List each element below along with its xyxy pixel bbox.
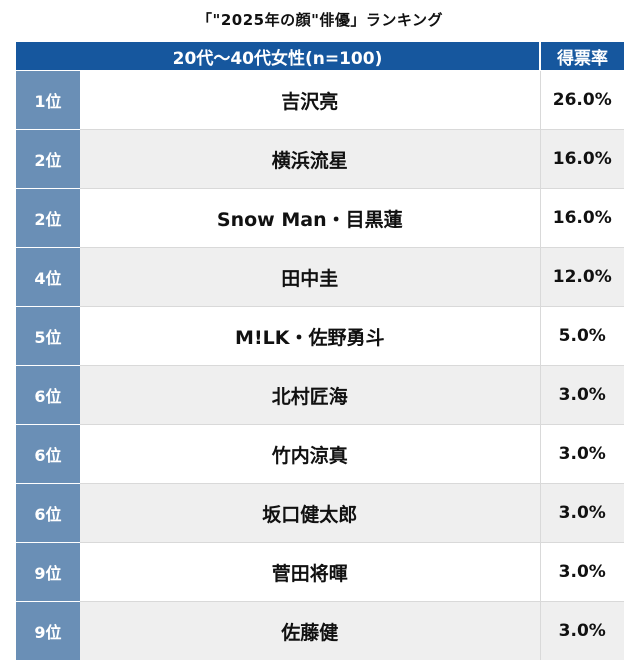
vote-rate-cell: 16.0% (540, 129, 624, 189)
rank-cell: 6位 (16, 424, 80, 484)
table-row: 6位 竹内涼真 3.0% (16, 424, 624, 484)
vote-rate-cell: 3.0% (540, 365, 624, 425)
ranking-table: 20代〜40代女性(n=100) 得票率 1位 吉沢亮 26.0% 2位 横浜流… (16, 42, 624, 660)
rank-cell: 1位 (16, 70, 80, 130)
actor-name-cell: M!LK・佐野勇斗 (80, 306, 541, 366)
rank-cell: 9位 (16, 542, 80, 602)
table-row: 2位 Snow Man・目黒蓮 16.0% (16, 188, 624, 248)
vote-rate-cell: 16.0% (540, 188, 624, 248)
actor-name-cell: 菅田将暉 (80, 542, 541, 602)
table-row: 9位 菅田将暉 3.0% (16, 542, 624, 602)
table-row: 6位 坂口健太郎 3.0% (16, 483, 624, 543)
header-rate: 得票率 (540, 42, 624, 71)
vote-rate-cell: 3.0% (540, 542, 624, 602)
page-title: 「"2025年の顔"俳優」ランキング (197, 11, 443, 29)
actor-name-cell: 竹内涼真 (80, 424, 541, 484)
rank-cell: 6位 (16, 483, 80, 543)
actor-name-cell: Snow Man・目黒蓮 (80, 188, 541, 248)
table-row: 1位 吉沢亮 26.0% (16, 70, 624, 130)
actor-name-cell: 佐藤健 (80, 601, 541, 660)
rank-cell: 9位 (16, 601, 80, 660)
vote-rate-cell: 3.0% (540, 601, 624, 660)
table-row: 5位 M!LK・佐野勇斗 5.0% (16, 306, 624, 366)
actor-name-cell: 横浜流星 (80, 129, 541, 189)
actor-name-cell: 坂口健太郎 (80, 483, 541, 543)
table-row: 6位 北村匠海 3.0% (16, 365, 624, 425)
vote-rate-cell: 3.0% (540, 483, 624, 543)
rank-cell: 2位 (16, 129, 80, 189)
vote-rate-cell: 12.0% (540, 247, 624, 307)
rank-cell: 2位 (16, 188, 80, 248)
header-group: 20代〜40代女性(n=100) (16, 42, 541, 71)
actor-name-cell: 北村匠海 (80, 365, 541, 425)
table-row: 9位 佐藤健 3.0% (16, 601, 624, 660)
vote-rate-cell: 26.0% (540, 70, 624, 130)
table-row: 4位 田中圭 12.0% (16, 247, 624, 307)
rank-cell: 6位 (16, 365, 80, 425)
table-header-row: 20代〜40代女性(n=100) 得票率 (16, 42, 624, 71)
table-row: 2位 横浜流星 16.0% (16, 129, 624, 189)
rank-cell: 4位 (16, 247, 80, 307)
rank-cell: 5位 (16, 306, 80, 366)
vote-rate-cell: 3.0% (540, 424, 624, 484)
actor-name-cell: 田中圭 (80, 247, 541, 307)
vote-rate-cell: 5.0% (540, 306, 624, 366)
actor-name-cell: 吉沢亮 (80, 70, 541, 130)
